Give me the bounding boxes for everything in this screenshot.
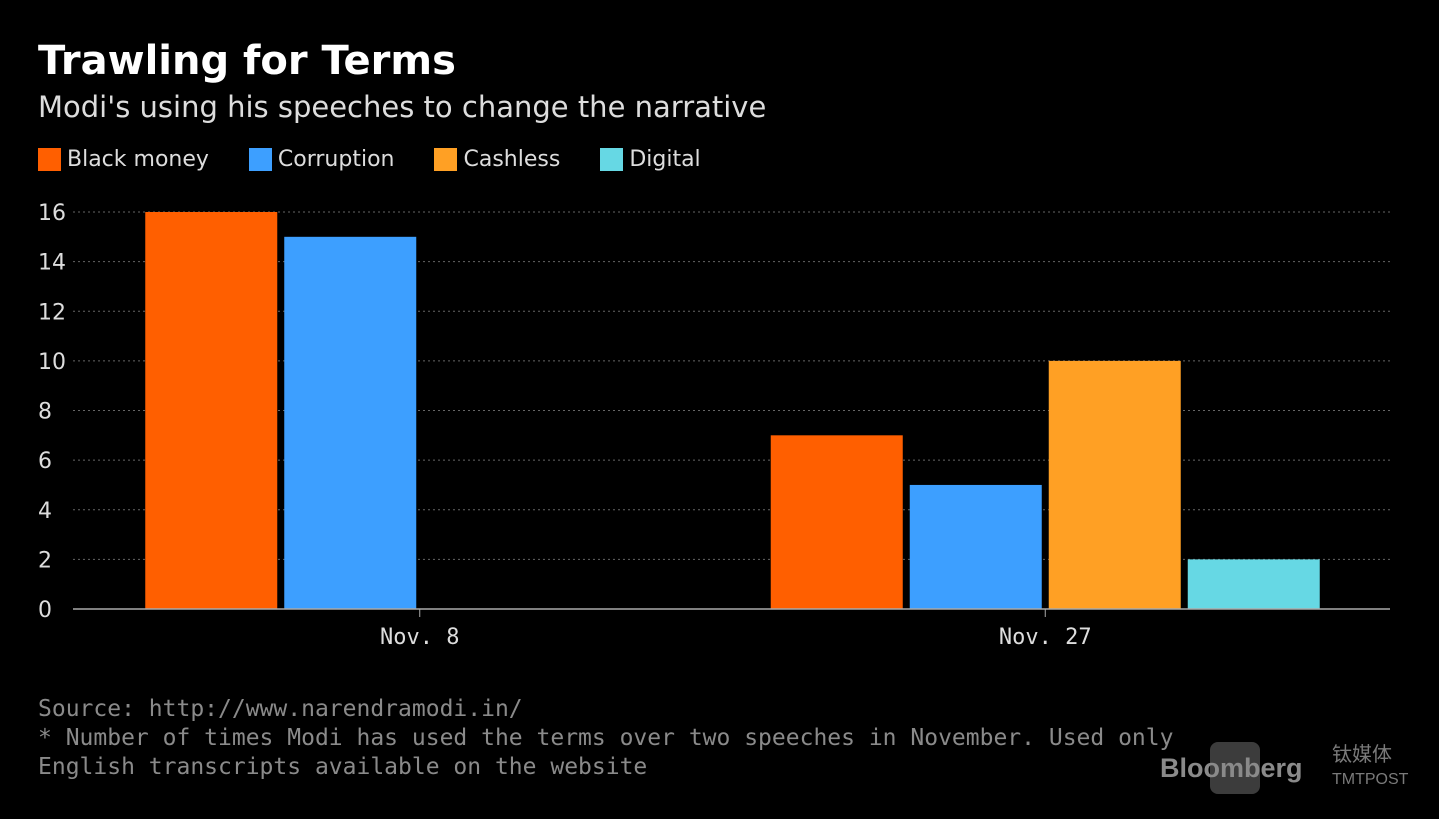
bar-black-money — [770, 435, 903, 609]
x-tick-label: Nov. 27 — [999, 625, 1092, 650]
legend-label: Black money — [67, 147, 209, 172]
legend-item: Corruption — [248, 147, 395, 172]
legend-swatch — [434, 148, 458, 171]
bar-corruption — [909, 484, 1042, 609]
legend-label: Digital — [629, 147, 701, 172]
y-tick-label: 10 — [38, 350, 66, 375]
y-tick-label: 14 — [38, 251, 66, 276]
y-tick-label: 16 — [38, 201, 66, 226]
watermark-cn: 钛媒体 — [1332, 742, 1392, 766]
bar-digital — [1187, 559, 1320, 609]
chart-subtitle: Modi's using his speeches to change the … — [38, 90, 767, 124]
legend-item: Cashless — [434, 147, 560, 172]
footnote-line-1: * Number of times Modi has used the term… — [38, 725, 1174, 751]
y-tick-label: 6 — [38, 449, 52, 474]
legend-item: Digital — [600, 147, 701, 172]
watermark-logo: Bloomberg 钛媒体 TMTPOST — [1160, 742, 1430, 798]
bar-black-money — [145, 212, 278, 609]
legend-swatch — [248, 148, 272, 171]
legend-label: Cashless — [463, 147, 561, 172]
watermark-icon — [1210, 742, 1260, 794]
y-tick-label: 0 — [38, 598, 52, 623]
watermark-tm: TMTPOST — [1332, 771, 1409, 788]
y-tick-label: 12 — [38, 300, 66, 325]
footnote-line-2: English transcripts available on the web… — [38, 754, 648, 780]
legend-item: Black money — [38, 147, 209, 172]
legend: Black money Corruption Cashless Digital — [38, 147, 741, 172]
y-tick-label: 4 — [38, 499, 52, 524]
legend-label: Corruption — [277, 147, 395, 172]
y-tick-label: 8 — [38, 400, 52, 425]
legend-swatch — [600, 148, 624, 171]
x-tick-label: Nov. 8 — [380, 625, 459, 650]
source-note: Source: http://www.narendramodi.in/ — [38, 696, 523, 722]
bar-cashless — [1048, 360, 1181, 609]
y-tick-label: 2 — [38, 548, 52, 573]
legend-swatch — [38, 148, 61, 171]
chart-title: Trawling for Terms — [38, 38, 456, 84]
bar-corruption — [284, 236, 417, 609]
watermark-brand: Bloomberg — [1160, 753, 1303, 783]
